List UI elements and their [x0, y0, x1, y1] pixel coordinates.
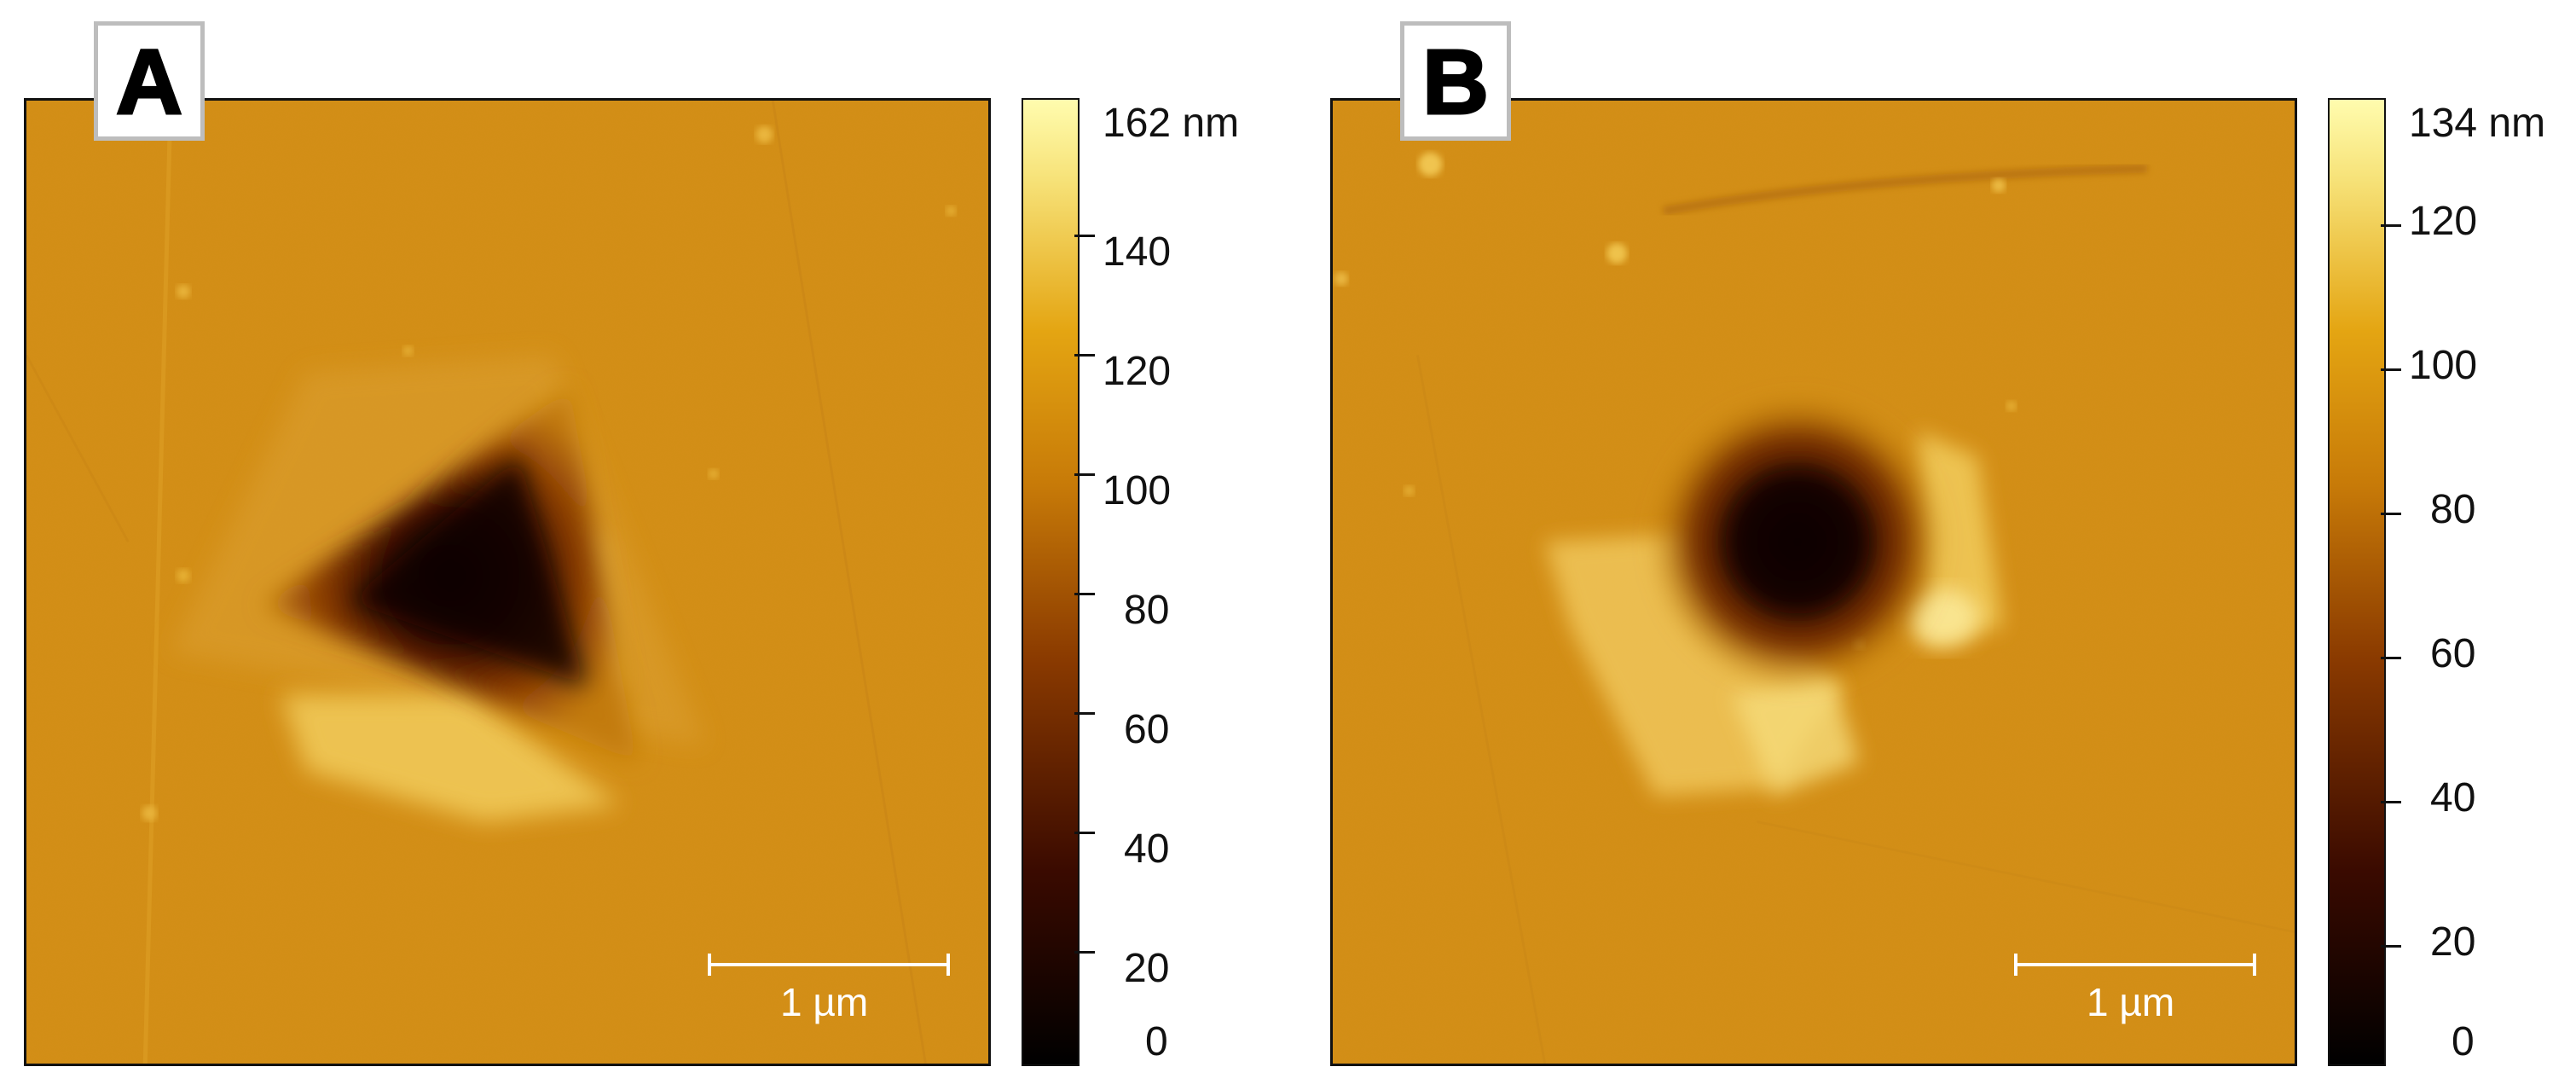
- panel-label-b: B: [1400, 21, 1511, 141]
- colorbar-tick-label: 60: [1124, 707, 1170, 752]
- colorbar-tick: [2381, 368, 2401, 371]
- colorbar-tick-label: 40: [2430, 775, 2476, 820]
- colorbar-tick: [1074, 354, 1095, 357]
- colorbar-tick: [2381, 513, 2401, 515]
- colorbar-tick: [1074, 712, 1095, 715]
- colorbar-tick: [1074, 235, 1095, 237]
- colorbar-tick-label: 40: [1124, 826, 1170, 872]
- colorbar-a: [1022, 98, 1080, 1066]
- panel-letter-text: B: [1421, 28, 1491, 134]
- colorbar-tick: [1074, 593, 1095, 595]
- colorbar-tick: [1074, 832, 1095, 834]
- colorbar-tick-label: 0: [2452, 1019, 2475, 1064]
- colorbar-max-label-b: 134 nm: [2409, 101, 2546, 146]
- colorbar-tick-label: 20: [1124, 946, 1170, 991]
- colorbar-b: [2328, 98, 2386, 1066]
- scale-bar-b: [2016, 963, 2256, 966]
- colorbar-tick: [2381, 801, 2401, 803]
- colorbar-tick-label: 20: [2430, 919, 2476, 965]
- scale-bar-label-a: 1 µm: [780, 980, 869, 1024]
- panel-label-a: A: [94, 21, 205, 141]
- scale-bar-cap-right: [2253, 954, 2256, 976]
- colorbar-tick-label: 100: [2409, 343, 2478, 388]
- colorbar-tick-label: 80: [1124, 588, 1170, 633]
- colorbar-tick: [1074, 951, 1095, 954]
- colorbar-tick: [2381, 945, 2401, 948]
- afm-topography-a: [26, 101, 988, 1064]
- panel-letter-text: A: [115, 28, 184, 134]
- afm-image-a: [24, 98, 991, 1066]
- afm-topography-b: [1333, 101, 2295, 1064]
- colorbar-max-label-a: 162 nm: [1103, 101, 1240, 146]
- colorbar-tick-label: 100: [1103, 468, 1172, 513]
- scale-bar-label-b: 1 µm: [2087, 980, 2175, 1024]
- colorbar-tick: [2381, 224, 2401, 227]
- scale-bar-cap-left: [708, 954, 711, 976]
- colorbar-tick-label: 120: [1103, 349, 1172, 394]
- colorbar-tick-label: 0: [1145, 1019, 1168, 1064]
- colorbar-tick-label: 60: [2430, 631, 2476, 676]
- scale-bar-cap-left: [2014, 954, 2017, 976]
- scale-bar-cap-right: [946, 954, 950, 976]
- colorbar-tick-label: 80: [2430, 487, 2476, 532]
- colorbar-tick: [2381, 657, 2401, 659]
- scale-bar-a: [709, 963, 950, 966]
- colorbar-tick: [1074, 473, 1095, 476]
- colorbar-tick-label: 140: [1103, 229, 1172, 275]
- afm-image-b: [1330, 98, 2297, 1066]
- colorbar-tick-label: 120: [2409, 199, 2478, 244]
